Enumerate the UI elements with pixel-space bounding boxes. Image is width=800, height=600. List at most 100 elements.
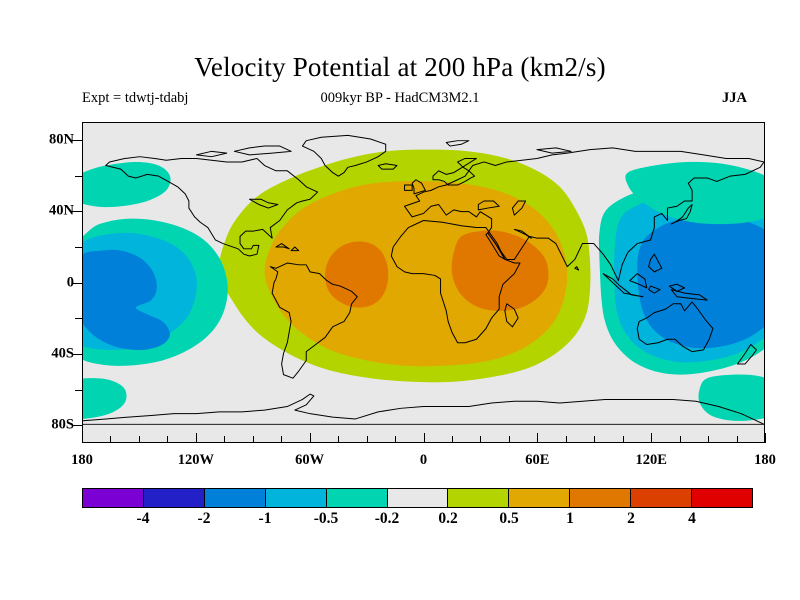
coastline bbox=[233, 145, 292, 156]
colorbar-cell bbox=[509, 489, 571, 507]
latitude-axis-labels: 80N 40N 0 40S 80S bbox=[22, 122, 74, 443]
colorbar-label: 0.5 bbox=[499, 510, 519, 527]
coastline bbox=[83, 393, 764, 425]
colorbar-cell bbox=[326, 489, 388, 507]
longitude-tick-major bbox=[423, 433, 425, 443]
colorbar-cell bbox=[631, 489, 693, 507]
longitude-tick-major bbox=[309, 433, 311, 443]
coastline bbox=[513, 228, 532, 239]
coastline bbox=[404, 184, 413, 191]
contour-band-1-to-2-atlantic bbox=[325, 241, 389, 308]
longitude-tick-major bbox=[195, 433, 197, 443]
coastline bbox=[432, 157, 477, 186]
longitude-label: 0 bbox=[419, 452, 428, 468]
latitude-label: 40N bbox=[49, 202, 74, 219]
coastline bbox=[629, 273, 648, 289]
coastline bbox=[390, 219, 521, 344]
longitude-tick-minor bbox=[110, 436, 112, 443]
longitude-tick-minor bbox=[281, 436, 283, 443]
longitude-tick-minor bbox=[508, 436, 510, 443]
latitude-label: 40S bbox=[51, 345, 74, 362]
coastline bbox=[636, 301, 714, 353]
longitude-tick-minor bbox=[252, 436, 254, 443]
colorbar-label: -4 bbox=[136, 510, 150, 527]
latitude-label: 80N bbox=[49, 131, 74, 148]
latitude-tick-major bbox=[72, 425, 82, 427]
coastline bbox=[648, 253, 663, 273]
colorbar bbox=[82, 488, 753, 508]
latitude-tick-minor bbox=[75, 175, 82, 177]
colorbar-label: -0.2 bbox=[374, 510, 400, 527]
contour-band-1-to-2-arabia bbox=[451, 230, 549, 311]
colorbar-cell bbox=[265, 489, 327, 507]
coastline bbox=[404, 147, 764, 282]
latitude-tick-major bbox=[72, 353, 82, 355]
longitude-tick-minor bbox=[138, 436, 140, 443]
coastline bbox=[736, 344, 757, 365]
experiment-label: Expt = tdwtj-tdabj bbox=[82, 90, 189, 106]
longitude-tick-major bbox=[82, 433, 83, 443]
longitude-tick-minor bbox=[395, 436, 397, 443]
colorbar-label: -2 bbox=[197, 510, 211, 527]
longitude-tick-minor bbox=[224, 436, 226, 443]
contour-band--1-to--2-west-pacific bbox=[637, 216, 764, 349]
coastline bbox=[668, 283, 686, 292]
latitude-tick-minor bbox=[75, 318, 82, 320]
colorbar-label: -0.5 bbox=[313, 510, 339, 527]
map-plot-area bbox=[82, 122, 765, 443]
latitude-tick-minor bbox=[75, 389, 82, 391]
contour-band--0.2-to--0.5-south-pacific-west bbox=[83, 378, 127, 419]
contour-band--0.2-to--0.5-siberia bbox=[625, 161, 764, 225]
coastline bbox=[504, 303, 519, 328]
figure-subtitle: 009kyr BP - HadCM3M2.1 bbox=[320, 90, 480, 106]
colorbar-cell bbox=[692, 489, 752, 507]
coastline bbox=[485, 232, 506, 260]
coastline bbox=[105, 156, 319, 257]
colorbar-label: 1 bbox=[566, 510, 574, 527]
coastline bbox=[275, 243, 290, 250]
velocity-potential-contour-field bbox=[83, 134, 764, 425]
contour-band--0.2-to--0.5-south-pacific-east bbox=[698, 374, 764, 421]
coastline bbox=[301, 134, 387, 177]
coastline bbox=[290, 246, 300, 252]
coastline bbox=[670, 289, 708, 301]
longitude-tick-major bbox=[651, 433, 653, 443]
contour-band--0.2-to--0.5-north-pacific bbox=[83, 161, 171, 208]
coastline bbox=[269, 262, 358, 379]
colorbar-tick-labels: -4 -2 -1 -0.5 -0.2 0.2 0.5 1 2 4 bbox=[82, 510, 753, 532]
latitude-tick-major bbox=[72, 282, 82, 284]
coastline bbox=[377, 163, 398, 170]
coastline bbox=[536, 147, 572, 154]
colorbar-cell bbox=[448, 489, 510, 507]
colorbar-label: -1 bbox=[258, 510, 272, 527]
longitude-label: 120W bbox=[177, 452, 214, 468]
longitude-tick-minor bbox=[366, 436, 368, 443]
coastline bbox=[574, 266, 580, 271]
season-label: JJA bbox=[722, 90, 747, 106]
colorbar-label: 2 bbox=[627, 510, 635, 527]
longitude-axis-labels: 180 120W 60W 0 60E 120E 180 bbox=[71, 452, 776, 472]
coastline bbox=[602, 273, 644, 298]
longitude-tick-major bbox=[765, 433, 766, 443]
longitude-tick-major bbox=[537, 433, 539, 443]
contour-band--1-to--2-east-pacific bbox=[83, 249, 171, 351]
longitude-tick-minor bbox=[679, 436, 681, 443]
coastline bbox=[511, 200, 527, 216]
coastline bbox=[411, 179, 426, 195]
longitude-label: 180 bbox=[754, 452, 776, 468]
latitude-tick-major bbox=[72, 139, 82, 141]
longitude-label: 60W bbox=[295, 452, 325, 468]
longitude-label: 180 bbox=[71, 452, 93, 468]
longitude-tick-minor bbox=[594, 436, 596, 443]
coastline bbox=[670, 203, 693, 225]
colorbar-cell bbox=[204, 489, 266, 507]
longitude-tick-minor bbox=[622, 436, 624, 443]
longitude-tick-minor bbox=[736, 436, 738, 443]
longitude-tick-minor bbox=[451, 436, 453, 443]
latitude-label: 0 bbox=[66, 274, 74, 290]
colorbar-label: 4 bbox=[688, 510, 696, 527]
colorbar-label: 0.2 bbox=[438, 510, 458, 527]
coastline bbox=[249, 198, 279, 209]
colorbar-cell bbox=[143, 489, 205, 507]
